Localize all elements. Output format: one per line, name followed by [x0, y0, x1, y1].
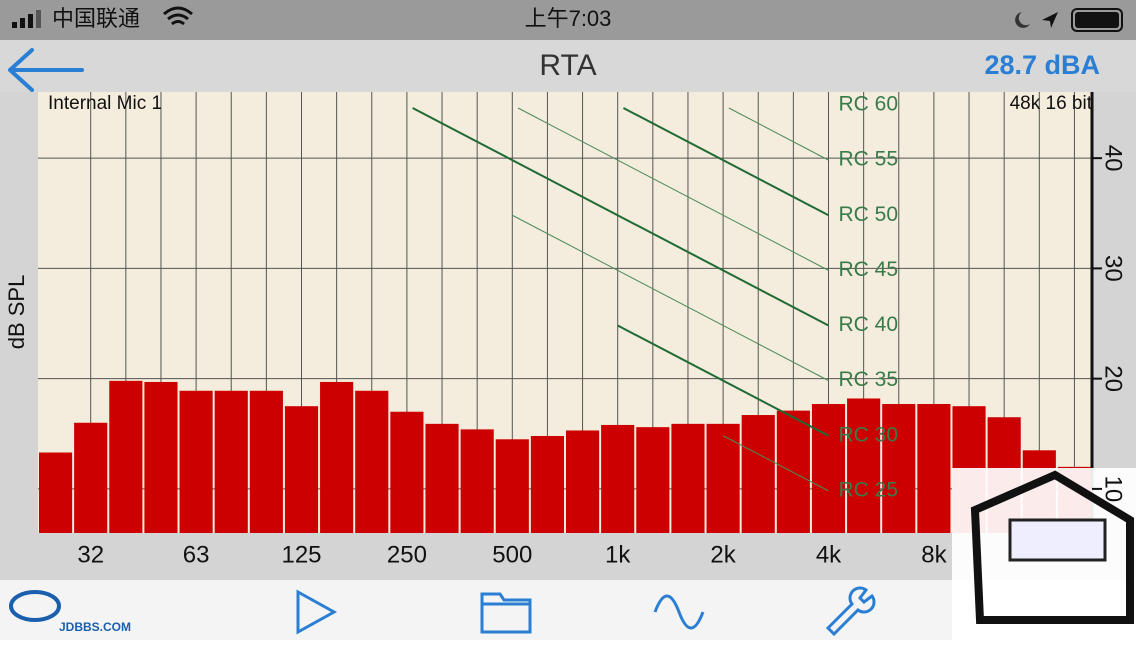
bar: [530, 435, 564, 533]
battery-level: [1075, 12, 1119, 28]
x-tick-label: 63: [183, 541, 210, 568]
bar: [495, 439, 529, 533]
bar: [601, 424, 635, 533]
bar: [776, 410, 810, 533]
rc-curve: [412, 107, 829, 327]
rc-label: RC 60: [839, 93, 899, 116]
bar: [741, 415, 775, 533]
bar: [355, 390, 389, 533]
rc-label: RC 45: [839, 258, 899, 281]
rc-label: RC 30: [839, 423, 899, 446]
rc-curve: [622, 107, 829, 217]
x-tick-label: 500: [492, 541, 532, 568]
bar: [144, 381, 178, 533]
rc-curves: [412, 107, 829, 492]
bar: [566, 430, 600, 533]
watermark: JDBBS.COM: [59, 620, 131, 634]
clock: 上午7:03: [525, 6, 612, 31]
rc-curve: [512, 214, 829, 382]
y-tick-label: 40: [1100, 145, 1127, 172]
location-icon: [1042, 12, 1058, 28]
bar: [811, 404, 846, 533]
wifi-icon: [163, 6, 193, 26]
bar: [882, 404, 916, 533]
folder-button[interactable]: [480, 592, 532, 634]
rc-curve: [517, 107, 829, 271]
nav-title: RTA: [539, 49, 596, 82]
format-label: 48k 16 bit: [1010, 93, 1093, 114]
input-label: Internal Mic 1: [48, 93, 162, 114]
rc-curve: [617, 324, 829, 437]
x-tick-label: 250: [387, 541, 427, 568]
rc-curve: [722, 435, 829, 492]
bar: [671, 423, 705, 533]
bar: [917, 404, 951, 533]
plot-area: [38, 92, 1092, 533]
status-bar: [0, 0, 1136, 40]
bar: [179, 390, 213, 533]
bar: [320, 381, 354, 533]
settings-button[interactable]: [825, 586, 876, 637]
play-button[interactable]: [296, 589, 338, 635]
rc-label: RC 50: [839, 203, 899, 226]
rc-label: RC 25: [839, 478, 899, 501]
rc-curve: [728, 107, 829, 161]
signal: [12, 10, 41, 28]
x-tick-label: 8k: [921, 541, 947, 568]
battery: [1071, 8, 1123, 32]
y-tick-label: 30: [1100, 255, 1127, 282]
nav-bar: [0, 40, 1136, 92]
y-tick-label: 10: [1100, 476, 1127, 503]
bar: [284, 406, 319, 533]
bar: [39, 452, 73, 533]
moon-icon: [1015, 12, 1030, 28]
bar: [390, 411, 424, 533]
x-tick-label: 32: [77, 541, 104, 568]
bar: [249, 390, 283, 533]
bar: [847, 398, 881, 533]
bar: [425, 423, 459, 533]
watermark-logo: [9, 590, 61, 622]
bar: [636, 427, 670, 533]
rc-label: RC 55: [839, 148, 899, 171]
carrier: 中国联通: [52, 6, 140, 31]
toolbar: [0, 580, 1136, 640]
x-tick-label: 125: [281, 541, 321, 568]
x-tick-label: 2k: [710, 541, 736, 568]
bar: [74, 422, 108, 533]
back-button[interactable]: [8, 48, 84, 92]
rc-label: RC 35: [839, 368, 899, 391]
y-axis-label: dB SPL: [4, 275, 29, 350]
bar: [214, 390, 248, 533]
x-tick-label: 4k: [816, 541, 842, 568]
bar: [706, 423, 740, 533]
x-tick-label: 1k: [605, 541, 631, 568]
generator-button[interactable]: [653, 594, 705, 630]
y-tick-label: 20: [1100, 365, 1127, 392]
rc-label: RC 40: [839, 313, 899, 336]
watermark-badge: [952, 468, 1136, 640]
bar: [460, 429, 494, 533]
level-readout: 28.7 dBA: [984, 50, 1100, 80]
bar: [109, 380, 143, 533]
